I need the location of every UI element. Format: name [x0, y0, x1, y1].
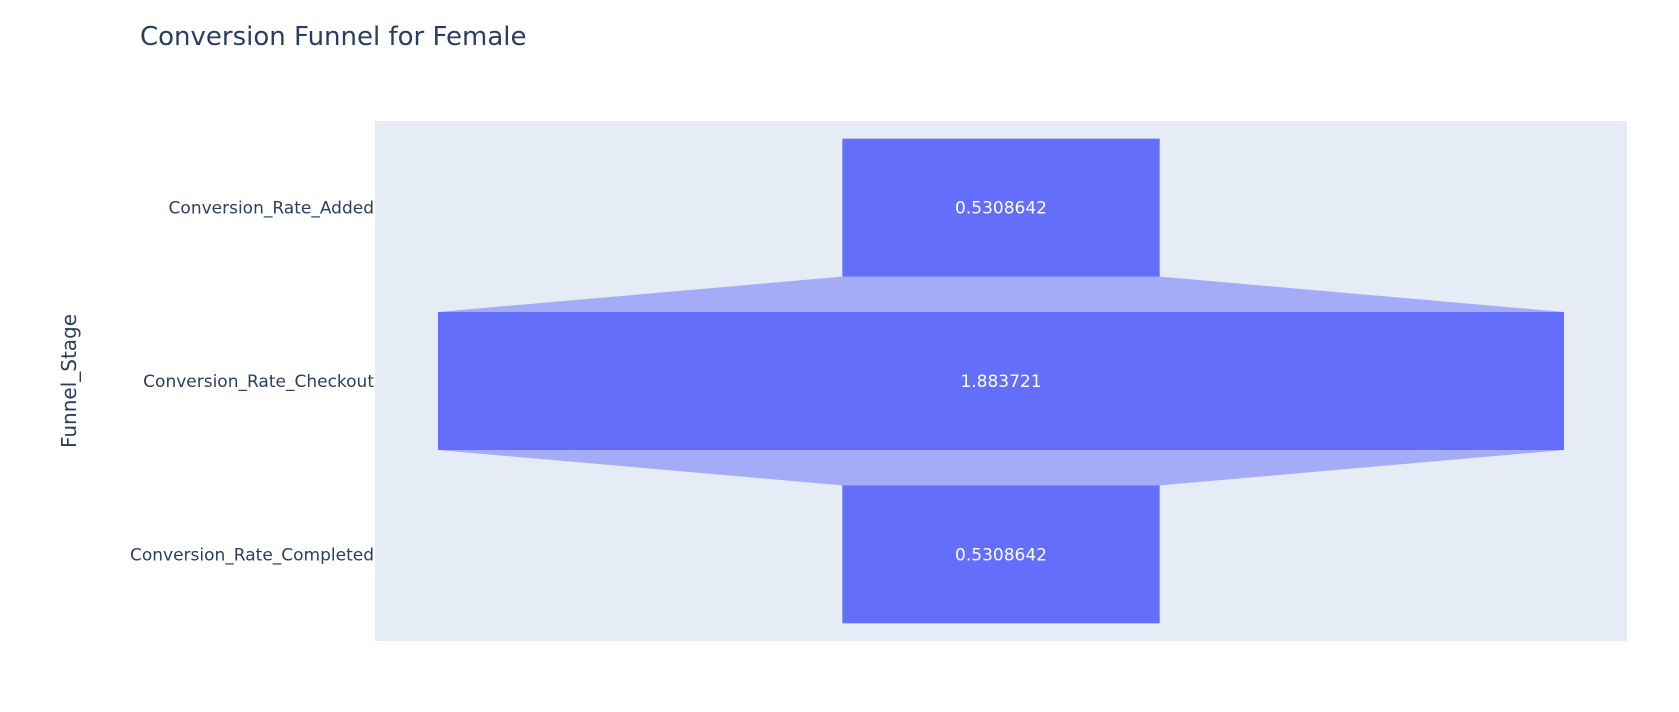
y-tick-label: Conversion_Rate_Completed [130, 545, 374, 565]
data-label: 1.883721 [960, 372, 1041, 392]
funnel-value-labels: 0.5308642 1.883721 0.5308642 [955, 199, 1047, 566]
y-axis-title: Funnel_Stage [57, 314, 81, 448]
data-label: 0.5308642 [955, 545, 1047, 565]
y-tick-label: Conversion_Rate_Checkout [143, 372, 374, 392]
chart-title: Conversion Funnel for Female [140, 22, 527, 52]
y-tick-label: Conversion_Rate_Added [169, 199, 374, 219]
data-label: 0.5308642 [955, 199, 1047, 219]
funnel-connector [438, 276, 1564, 312]
y-axis-tick-labels: Conversion_Rate_Added Conversion_Rate_Che… [130, 199, 374, 566]
funnel-connector [438, 450, 1564, 486]
funnel-connectors [438, 276, 1564, 486]
funnel-bar [842, 138, 1160, 277]
funnel-bar [842, 485, 1160, 624]
funnel-bar [438, 312, 1564, 450]
funnel-bars [438, 138, 1564, 624]
